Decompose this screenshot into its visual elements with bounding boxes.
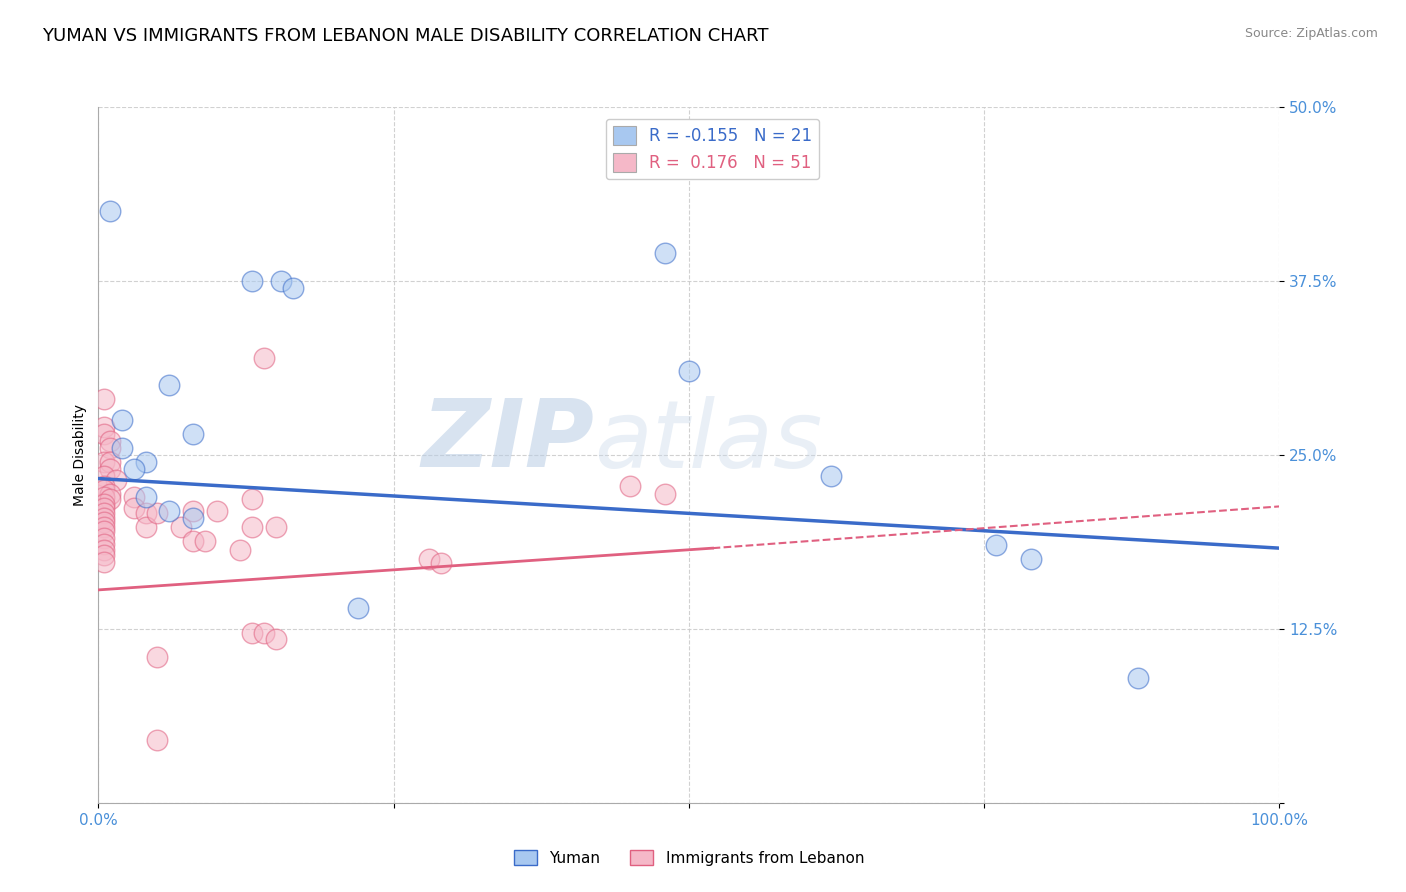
Point (157, 503, 180, 517)
Point (181, 427, 204, 442)
Point (264, 632, 287, 646)
Point (135, 490, 157, 504)
Point (181, 503, 204, 517)
Point (105, 473, 128, 487)
Point (205, 503, 228, 517)
Point (93, 478, 115, 492)
Point (93, 542, 115, 557)
Point (678, 149, 700, 163)
Point (93, 507, 115, 521)
Point (253, 626, 276, 640)
Point (93, 483, 115, 497)
Point (194, 534, 217, 549)
Point (98, 441, 121, 455)
Point (240, 274, 263, 288)
Point (418, 552, 440, 566)
Point (93, 392, 115, 407)
Point (111, 441, 134, 455)
Point (122, 462, 145, 476)
Point (240, 520, 263, 534)
Point (93, 468, 115, 483)
Point (93, 497, 115, 511)
Point (229, 542, 252, 557)
Point (98, 455, 121, 469)
Point (93, 500, 115, 515)
Point (98, 434, 121, 448)
Point (122, 500, 145, 515)
Point (678, 364, 700, 378)
Point (93, 420, 115, 434)
Point (135, 455, 157, 469)
Point (181, 534, 204, 549)
Point (93, 532, 115, 546)
Point (430, 557, 453, 571)
Point (98, 462, 121, 476)
Point (1021, 552, 1043, 566)
Text: Source: ZipAtlas.com: Source: ZipAtlas.com (1244, 27, 1378, 40)
Point (146, 507, 169, 521)
Point (122, 490, 145, 504)
Point (93, 515, 115, 529)
Point (93, 524, 115, 539)
Point (93, 555, 115, 569)
Point (820, 468, 842, 483)
Point (240, 626, 263, 640)
Point (347, 601, 370, 615)
Point (283, 281, 305, 295)
Point (98, 487, 121, 501)
Point (93, 548, 115, 562)
Point (157, 378, 180, 392)
Point (170, 520, 193, 534)
Legend: Yuman, Immigrants from Lebanon: Yuman, Immigrants from Lebanon (508, 844, 870, 871)
Point (270, 274, 292, 288)
Text: atlas: atlas (595, 395, 823, 486)
Point (253, 351, 276, 365)
Point (93, 455, 115, 469)
Point (93, 427, 115, 442)
Point (111, 413, 134, 427)
Point (181, 510, 204, 524)
Point (146, 649, 169, 664)
Point (984, 538, 1007, 552)
Point (93, 490, 115, 504)
Point (654, 487, 676, 501)
Point (93, 520, 115, 534)
Point (135, 507, 157, 521)
Point (264, 520, 287, 534)
Text: YUMAN VS IMMIGRANTS FROM LEBANON MALE DISABILITY CORRELATION CHART: YUMAN VS IMMIGRANTS FROM LEBANON MALE DI… (42, 27, 769, 45)
Y-axis label: Male Disability: Male Disability (73, 404, 87, 506)
Point (240, 492, 263, 507)
Point (1126, 671, 1149, 685)
Point (135, 520, 157, 534)
Point (619, 478, 641, 492)
Point (93, 537, 115, 551)
Text: ZIP: ZIP (422, 395, 595, 487)
Point (146, 733, 169, 747)
Point (98, 204, 121, 219)
Point (654, 246, 676, 260)
Point (98, 492, 121, 507)
Point (93, 510, 115, 524)
